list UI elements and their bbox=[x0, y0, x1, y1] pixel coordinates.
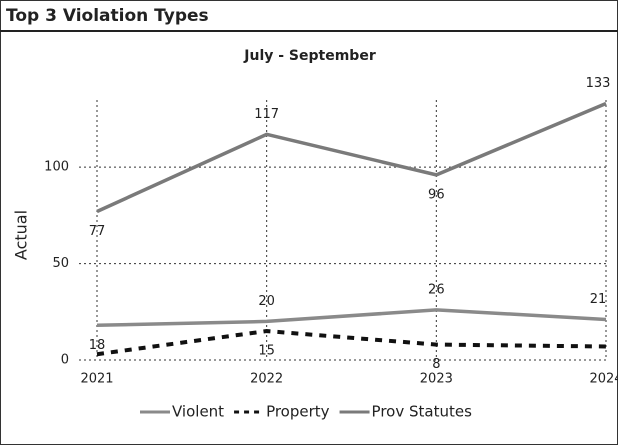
chart-subtitle: July - September bbox=[243, 48, 376, 64]
y-tick-label: 100 bbox=[44, 160, 69, 175]
y-tick-label: 0 bbox=[61, 353, 69, 368]
legend-label: Prov Statutes bbox=[372, 403, 473, 421]
series-line bbox=[96, 101, 607, 214]
series-line bbox=[96, 308, 607, 328]
x-tick-label: 2021 bbox=[80, 372, 113, 387]
legend-label: Property bbox=[266, 403, 330, 421]
data-label: 8 bbox=[432, 357, 440, 372]
data-label: 15 bbox=[258, 344, 275, 359]
data-label: 77 bbox=[89, 224, 106, 239]
x-tick-label: 2024 bbox=[589, 372, 618, 387]
data-label: 26 bbox=[428, 282, 445, 297]
data-label: 18 bbox=[89, 338, 106, 353]
data-label: 21 bbox=[590, 292, 607, 307]
data-label: 133 bbox=[586, 76, 611, 91]
x-tick-label: 2023 bbox=[420, 372, 453, 387]
data-label: 96 bbox=[428, 187, 445, 202]
x-tick-label: 2022 bbox=[250, 372, 283, 387]
y-axis-label: Actual bbox=[12, 210, 31, 260]
legend-label: Violent bbox=[172, 403, 224, 421]
series-line bbox=[96, 329, 607, 357]
data-label: 117 bbox=[254, 107, 279, 122]
data-label: 20 bbox=[258, 294, 275, 309]
chart-title: Top 3 Violation Types bbox=[6, 6, 209, 26]
y-tick-label: 50 bbox=[52, 256, 69, 271]
